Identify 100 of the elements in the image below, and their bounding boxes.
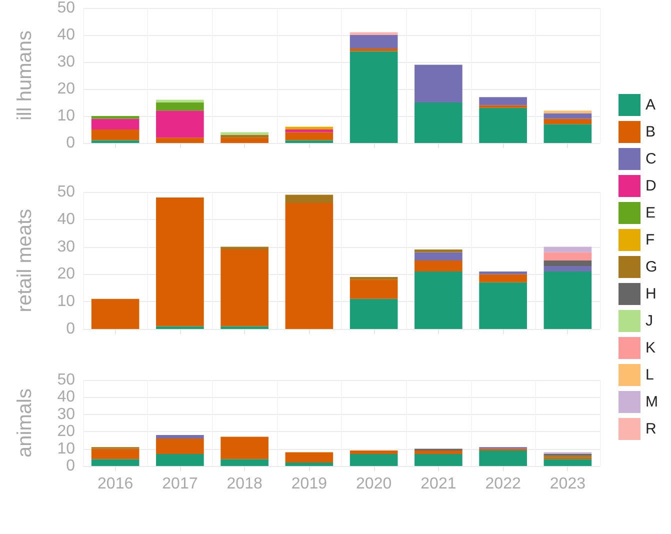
bar bbox=[544, 271, 592, 329]
legend-label: B bbox=[646, 124, 656, 140]
bar bbox=[156, 326, 204, 329]
bar bbox=[220, 459, 268, 466]
bar bbox=[414, 450, 462, 454]
y-tick-label: 20 bbox=[57, 80, 76, 98]
bar bbox=[220, 132, 268, 135]
bar bbox=[156, 197, 204, 326]
bar bbox=[91, 130, 140, 140]
bar bbox=[220, 246, 268, 250]
bar bbox=[220, 134, 268, 138]
bar bbox=[414, 102, 462, 143]
y-tick-label: 0 bbox=[66, 458, 76, 474]
bar bbox=[220, 326, 268, 329]
bar bbox=[544, 260, 592, 266]
legend-label: K bbox=[646, 340, 656, 356]
legend-label: D bbox=[646, 178, 657, 194]
x-tick-label: 2023 bbox=[550, 476, 586, 492]
x-tick-label: 2017 bbox=[162, 476, 198, 492]
bar bbox=[156, 138, 204, 143]
bar bbox=[544, 459, 592, 466]
y-tick-label: 20 bbox=[57, 423, 76, 440]
x-tick-label: 2021 bbox=[420, 476, 456, 492]
bar bbox=[91, 298, 140, 329]
bar bbox=[414, 64, 462, 102]
y-tick-label: 50 bbox=[57, 0, 76, 16]
legend-label: M bbox=[646, 394, 658, 410]
legend-label: E bbox=[646, 204, 656, 222]
bar bbox=[544, 113, 592, 119]
bar bbox=[285, 130, 334, 132]
bar bbox=[544, 246, 592, 252]
bar bbox=[350, 35, 398, 48]
y-axis-title: animals bbox=[14, 388, 36, 458]
bar bbox=[414, 252, 462, 260]
bar bbox=[414, 260, 462, 272]
bar bbox=[350, 454, 398, 466]
bar bbox=[91, 459, 140, 466]
bar bbox=[285, 202, 334, 329]
bar bbox=[91, 118, 140, 130]
y-axis-title: ill humans bbox=[14, 30, 36, 121]
bar bbox=[91, 448, 140, 460]
y-tick-label: 40 bbox=[57, 210, 76, 228]
bar bbox=[156, 110, 204, 138]
y-tick-label: 50 bbox=[57, 184, 76, 200]
bar bbox=[285, 452, 334, 463]
bar bbox=[285, 132, 334, 140]
y-tick-label: 50 bbox=[57, 372, 76, 388]
bar bbox=[544, 252, 592, 260]
x-tick-label: 2020 bbox=[356, 476, 392, 492]
legend-label: H bbox=[646, 286, 656, 302]
bar bbox=[414, 454, 462, 466]
bar bbox=[350, 48, 398, 52]
bar bbox=[91, 116, 140, 119]
bar bbox=[350, 280, 398, 299]
bar bbox=[479, 274, 527, 282]
legend-label: A bbox=[646, 96, 656, 114]
bar bbox=[544, 110, 592, 114]
x-tick-label: 2016 bbox=[98, 476, 134, 492]
bar bbox=[156, 438, 204, 454]
bar bbox=[479, 97, 527, 106]
bar bbox=[479, 282, 527, 329]
x-tick-label: 2022 bbox=[485, 476, 521, 492]
x-tick-label: 2018 bbox=[226, 476, 262, 492]
bar bbox=[544, 124, 592, 143]
y-tick-label: 30 bbox=[57, 238, 76, 256]
legend-label: F bbox=[646, 232, 655, 248]
bar bbox=[544, 266, 592, 272]
bar bbox=[414, 271, 462, 329]
legend-label: J bbox=[646, 312, 654, 330]
bar bbox=[156, 102, 204, 111]
y-tick-label: 0 bbox=[66, 134, 76, 152]
legend-label: R bbox=[646, 420, 657, 438]
bar bbox=[350, 32, 398, 35]
bar bbox=[156, 100, 204, 102]
x-tick-label: 2019 bbox=[291, 476, 328, 492]
bar bbox=[220, 250, 268, 326]
bar bbox=[350, 276, 398, 280]
bar bbox=[350, 51, 398, 143]
bar bbox=[91, 140, 140, 143]
legend-label: L bbox=[646, 366, 654, 384]
bar bbox=[220, 138, 268, 143]
y-tick-label: 0 bbox=[66, 320, 76, 338]
bar bbox=[544, 118, 592, 124]
bar bbox=[156, 435, 204, 438]
y-tick-label: 30 bbox=[57, 54, 76, 70]
bar bbox=[350, 450, 398, 454]
legend-label: G bbox=[646, 258, 658, 276]
y-axis-title: retail meats bbox=[14, 208, 36, 312]
bar bbox=[479, 271, 527, 274]
y-tick-label: 20 bbox=[57, 266, 76, 283]
bar bbox=[285, 194, 334, 203]
bar bbox=[285, 140, 334, 143]
bar bbox=[285, 462, 334, 466]
bar bbox=[479, 105, 527, 108]
legend-label: C bbox=[646, 150, 657, 168]
y-tick-label: 10 bbox=[57, 440, 76, 458]
bar bbox=[220, 436, 268, 460]
bar bbox=[479, 108, 527, 143]
y-tick-label: 10 bbox=[57, 108, 76, 124]
bar bbox=[414, 250, 462, 252]
